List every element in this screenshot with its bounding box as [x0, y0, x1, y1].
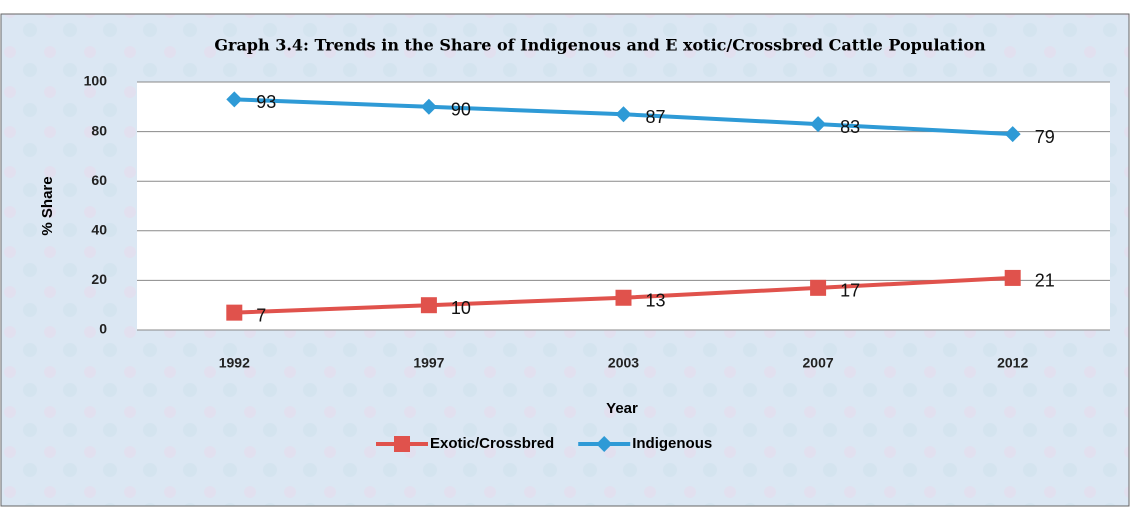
x-tick-label: 1997: [413, 355, 444, 371]
x-axis-label: Year: [606, 400, 638, 417]
data-point: [615, 106, 632, 123]
data-point: [810, 279, 827, 296]
y-tick-label: 0: [99, 321, 107, 337]
y-axis-label: % Share: [39, 176, 56, 235]
data-point: [420, 297, 437, 314]
data-point: [1004, 126, 1021, 143]
legend-marker: [394, 436, 410, 452]
data-label: 93: [256, 92, 276, 112]
chart-title: Graph 3.4: Trends in the Share of Indige…: [214, 36, 986, 55]
y-tick-label: 40: [91, 222, 107, 238]
data-label: 13: [646, 291, 666, 311]
data-point: [615, 289, 632, 306]
data-point: [226, 91, 243, 108]
y-tick-label: 80: [91, 122, 107, 138]
y-tick-label: 20: [91, 271, 107, 287]
data-label: 17: [840, 281, 860, 301]
y-tick-label: 60: [91, 172, 107, 188]
data-label: 79: [1035, 127, 1055, 147]
data-point: [420, 98, 437, 115]
legend-label: Indigenous: [632, 435, 712, 452]
y-tick-label: 100: [84, 73, 108, 89]
data-point: [810, 116, 827, 133]
plot-area: [137, 82, 1110, 330]
data-label: 90: [451, 100, 471, 120]
x-tick-label: 1992: [219, 355, 250, 371]
data-label: 7: [256, 305, 266, 325]
x-tick-label: 2003: [608, 355, 639, 371]
data-point: [1004, 269, 1021, 286]
data-label: 10: [451, 298, 471, 318]
x-tick-label: 2012: [997, 355, 1028, 371]
legend-label: Exotic/Crossbred: [430, 435, 554, 452]
data-point: [226, 304, 243, 321]
legend-marker: [596, 436, 613, 452]
data-label: 87: [646, 107, 666, 127]
data-label: 83: [840, 117, 860, 137]
data-label: 21: [1035, 271, 1055, 291]
x-tick-label: 2007: [803, 355, 834, 371]
